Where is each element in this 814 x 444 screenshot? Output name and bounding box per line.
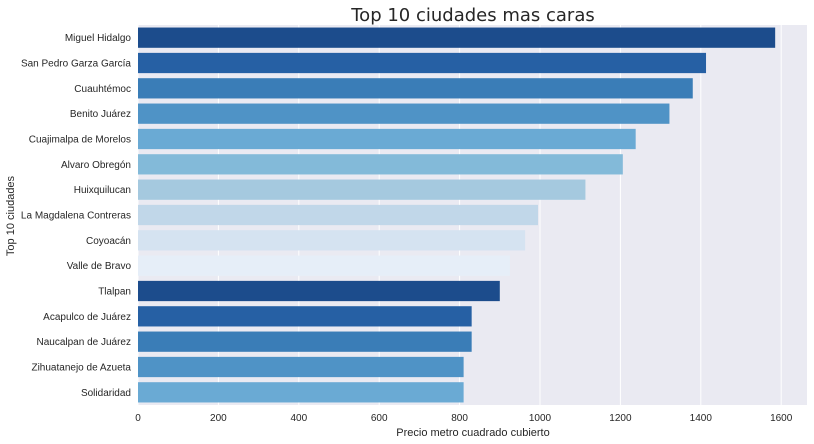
bar-4: [138, 128, 636, 150]
bar-13: [138, 356, 464, 378]
x-tick-label-1000: 1000: [529, 413, 552, 424]
category-label-4: Cuajimalpa de Morelos: [29, 135, 131, 146]
y-axis-label: Top 10 ciudades: [5, 175, 17, 256]
bar-11: [138, 306, 472, 327]
bar-3: [138, 103, 670, 124]
x-tick-label-400: 400: [290, 413, 307, 424]
x-tick-label-600: 600: [371, 413, 388, 424]
bars: [138, 27, 776, 403]
chart-title: Top 10 ciudades mas caras: [350, 5, 594, 26]
x-tick-label-1600: 1600: [770, 413, 793, 424]
x-tick-label-800: 800: [451, 413, 468, 424]
bar-6: [138, 179, 586, 200]
bar-7: [138, 204, 538, 226]
category-label-12: Naucalpan de Juárez: [36, 337, 131, 348]
category-label-13: Zihuatanejo de Azueta: [31, 363, 131, 374]
bar-12: [138, 331, 472, 352]
category-label-9: Valle de Bravo: [67, 261, 132, 272]
bar-9: [138, 255, 510, 276]
bar-0: [138, 27, 776, 48]
category-label-2: Cuauhtémoc: [74, 84, 131, 95]
category-label-14: Solidaridad: [81, 388, 131, 399]
category-label-10: Tlalpan: [98, 287, 131, 298]
category-label-5: Alvaro Obregón: [61, 160, 131, 171]
category-label-11: Acapulco de Juárez: [43, 312, 131, 323]
x-tick-label-1200: 1200: [609, 413, 632, 424]
x-tick-label-0: 0: [135, 413, 141, 424]
category-label-6: Huixquilucan: [74, 185, 131, 196]
bar-10: [138, 280, 500, 302]
x-axis-label: Precio metro cuadrado cubierto: [396, 427, 549, 439]
y-tick-labels: Miguel Hidalgo San Pedro Garza García Cuau…: [21, 33, 132, 399]
bar-14: [138, 382, 464, 403]
category-label-0: Miguel Hidalgo: [65, 33, 132, 44]
bar-5: [138, 154, 623, 175]
category-label-8: Coyoacán: [86, 236, 131, 247]
x-tick-label-1400: 1400: [690, 413, 713, 424]
bar-2: [138, 78, 693, 99]
category-label-3: Benito Juárez: [70, 109, 131, 120]
category-label-1: San Pedro Garza García: [21, 59, 131, 70]
x-tick-labels: 0 200 400 600 800 1000 1200 1400 1600: [135, 413, 793, 424]
category-label-7: La Magdalena Contreras: [21, 211, 131, 222]
x-tick-label-200: 200: [210, 413, 227, 424]
bar-1: [138, 52, 707, 74]
bar-8: [138, 230, 526, 251]
